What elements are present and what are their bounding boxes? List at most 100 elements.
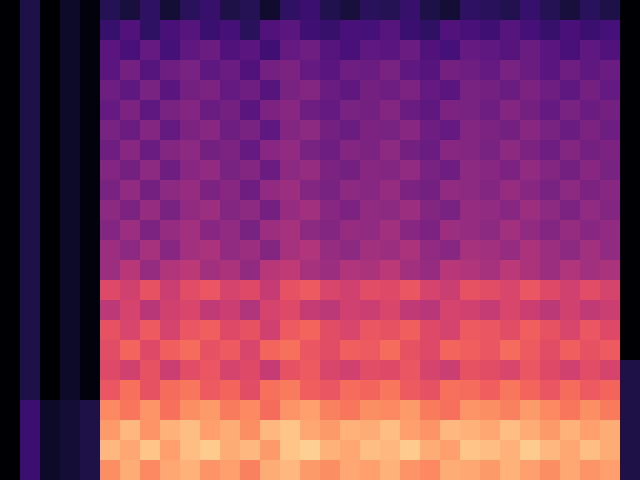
heatmap-cell (60, 380, 81, 401)
heatmap-cell (100, 100, 121, 121)
heatmap-cell (500, 160, 521, 181)
heatmap-cell (540, 420, 561, 441)
heatmap-cell (100, 380, 121, 401)
heatmap-cell (80, 100, 101, 121)
heatmap-cell (20, 340, 41, 361)
heatmap-cell (140, 460, 161, 480)
heatmap-cell (580, 60, 601, 81)
heatmap-cell (600, 100, 621, 121)
heatmap-cell (620, 80, 640, 101)
heatmap-cell (380, 280, 401, 301)
heatmap-cell (620, 0, 640, 21)
heatmap-cell (260, 240, 281, 261)
heatmap-cell (380, 200, 401, 221)
heatmap-cell (280, 140, 301, 161)
heatmap-cell (280, 300, 301, 321)
heatmap-cell (460, 0, 481, 21)
heatmap-cell (60, 420, 81, 441)
heatmap-cell (540, 200, 561, 221)
heatmap-cell (20, 100, 41, 121)
heatmap-cell (620, 360, 640, 381)
heatmap-cell (440, 420, 461, 441)
heatmap-cell (540, 0, 561, 21)
heatmap-cell (180, 240, 201, 261)
heatmap-cell (200, 460, 221, 480)
heatmap-cell (320, 160, 341, 181)
heatmap-cell (220, 400, 241, 421)
heatmap-cell (80, 260, 101, 281)
heatmap-cell (440, 360, 461, 381)
heatmap-cell (120, 100, 141, 121)
heatmap-cell (280, 60, 301, 81)
heatmap-cell (140, 200, 161, 221)
heatmap-cell (40, 280, 61, 301)
heatmap-cell (440, 80, 461, 101)
heatmap-cell (200, 420, 221, 441)
heatmap-cell (360, 40, 381, 61)
heatmap-cell (500, 280, 521, 301)
heatmap-cell (360, 280, 381, 301)
heatmap-cell (340, 440, 361, 461)
heatmap-cell (40, 460, 61, 480)
heatmap-cell (80, 160, 101, 181)
heatmap-cell (20, 400, 41, 421)
heatmap-cell (0, 140, 21, 161)
heatmap-cell (520, 120, 541, 141)
heatmap-cell (280, 100, 301, 121)
heatmap-cell (300, 320, 321, 341)
heatmap-cell (360, 440, 381, 461)
heatmap-cell (400, 240, 421, 261)
heatmap-cell (320, 100, 341, 121)
heatmap-cell (120, 140, 141, 161)
heatmap-cell (480, 360, 501, 381)
heatmap-cell (560, 260, 581, 281)
heatmap-cell (220, 260, 241, 281)
heatmap-cell (420, 420, 441, 441)
heatmap-cell (500, 240, 521, 261)
heatmap-cell (540, 380, 561, 401)
heatmap-cell (340, 280, 361, 301)
heatmap-cell (160, 0, 181, 21)
heatmap-cell (620, 160, 640, 181)
heatmap-cell (180, 340, 201, 361)
heatmap-cell (420, 240, 441, 261)
heatmap-cell (380, 240, 401, 261)
heatmap-cell (60, 280, 81, 301)
heatmap-cell (160, 440, 181, 461)
heatmap-cell (0, 20, 21, 41)
heatmap-cell (540, 60, 561, 81)
heatmap-cell (560, 20, 581, 41)
heatmap-cell (320, 360, 341, 381)
heatmap-cell (160, 220, 181, 241)
heatmap-cell (420, 460, 441, 480)
heatmap-cell (100, 60, 121, 81)
heatmap-cell (560, 240, 581, 261)
heatmap-cell (280, 20, 301, 41)
heatmap-cell (180, 280, 201, 301)
heatmap-cell (0, 40, 21, 61)
heatmap-cell (320, 260, 341, 281)
heatmap-cell (260, 440, 281, 461)
heatmap-cell (300, 260, 321, 281)
heatmap-cell (0, 460, 21, 480)
heatmap-cell (160, 60, 181, 81)
heatmap-cell (420, 320, 441, 341)
heatmap-cell (160, 20, 181, 41)
heatmap-cell (220, 340, 241, 361)
heatmap-cell (340, 120, 361, 141)
heatmap-cell (600, 400, 621, 421)
heatmap-cell (100, 120, 121, 141)
heatmap-cell (340, 340, 361, 361)
heatmap-cell (300, 220, 321, 241)
heatmap-cell (400, 220, 421, 241)
heatmap-cell (300, 100, 321, 121)
heatmap-cell (380, 420, 401, 441)
heatmap-cell (580, 80, 601, 101)
heatmap-cell (60, 60, 81, 81)
heatmap-cell (180, 360, 201, 381)
heatmap-cell (260, 20, 281, 41)
heatmap-cell (220, 300, 241, 321)
heatmap-cell (180, 420, 201, 441)
heatmap-cell (40, 240, 61, 261)
heatmap-cell (20, 20, 41, 41)
